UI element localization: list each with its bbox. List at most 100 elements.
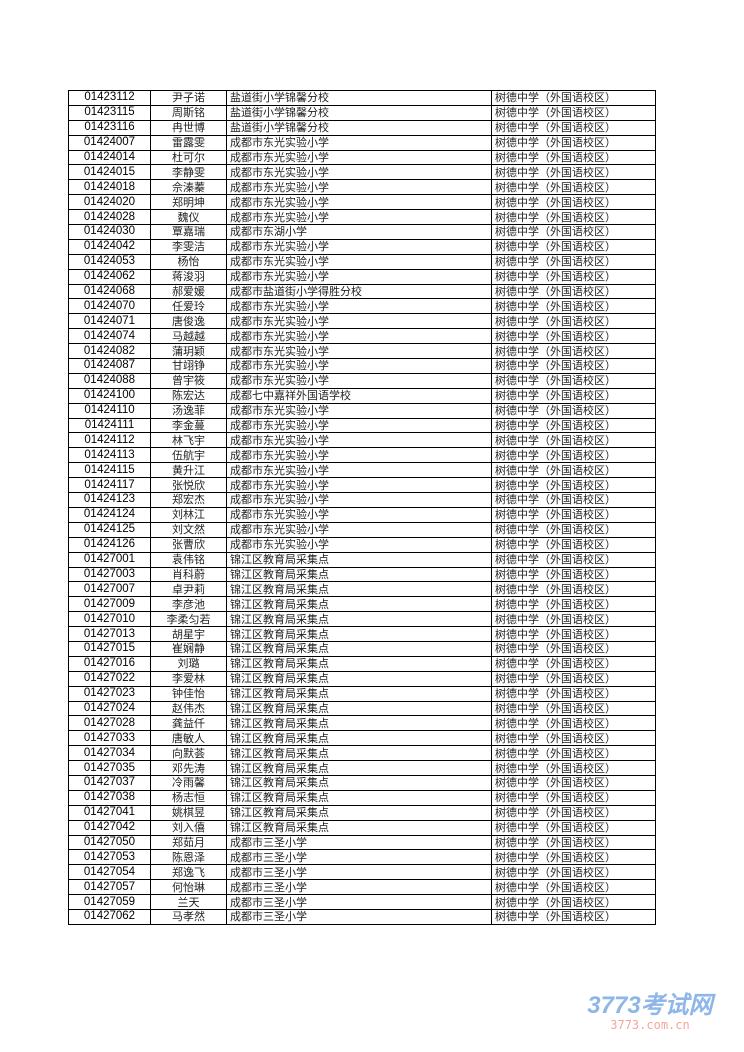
table-row: 01424015 李静雯 成都市东光实验小学 树德中学（外国语校区） bbox=[68, 164, 656, 181]
school-cell: 锦江区教育局采集点 bbox=[226, 611, 492, 628]
school-cell: 锦江区教育局采集点 bbox=[226, 596, 492, 613]
student-name-cell: 唐敏人 bbox=[150, 730, 227, 747]
student-id-cell: 01424007 bbox=[68, 134, 151, 151]
table-row: 01427054 郑逸飞 成都市三圣小学 树德中学（外国语校区） bbox=[68, 864, 656, 881]
school-cell: 成都市东光实验小学 bbox=[226, 313, 492, 330]
school-cell: 成都市东光实验小学 bbox=[226, 268, 492, 285]
school-cell: 成都市东光实验小学 bbox=[226, 536, 492, 553]
table-row: 01427016 刘璐 锦江区教育局采集点 树德中学（外国语校区） bbox=[68, 655, 656, 672]
student-name-cell: 黄升江 bbox=[150, 462, 227, 479]
student-id-cell: 01424070 bbox=[68, 298, 151, 315]
school-cell: 锦江区教育局采集点 bbox=[226, 655, 492, 672]
admitted-school-cell: 树德中学（外国语校区） bbox=[491, 343, 656, 360]
table-row: 01427015 崔娴静 锦江区教育局采集点 树德中学（外国语校区） bbox=[68, 640, 656, 657]
student-name-cell: 钟佳怡 bbox=[150, 685, 227, 702]
student-id-cell: 01424126 bbox=[68, 536, 151, 553]
student-name-cell: 肖科蔚 bbox=[150, 566, 227, 583]
student-id-cell: 01427001 bbox=[68, 551, 151, 568]
admitted-school-cell: 树德中学（外国语校区） bbox=[491, 119, 656, 136]
admitted-school-cell: 树德中学（外国语校区） bbox=[491, 536, 656, 553]
admitted-school-cell: 树德中学（外国语校区） bbox=[491, 432, 656, 449]
admitted-school-cell: 树德中学（外国语校区） bbox=[491, 402, 656, 419]
table-row: 01427028 龚益仟 锦江区教育局采集点 树德中学（外国语校区） bbox=[68, 715, 656, 732]
table-row: 01427009 李彦池 锦江区教育局采集点 树德中学（外国语校区） bbox=[68, 596, 656, 613]
table-row: 01424110 汤逸菲 成都市东光实验小学 树德中学（外国语校区） bbox=[68, 402, 656, 419]
student-name-cell: 魏仪 bbox=[150, 209, 227, 226]
admitted-school-cell: 树德中学（外国语校区） bbox=[491, 477, 656, 494]
admitted-school-cell: 树德中学（外国语校区） bbox=[491, 551, 656, 568]
admitted-school-cell: 树德中学（外国语校区） bbox=[491, 164, 656, 181]
admitted-school-cell: 树德中学（外国语校区） bbox=[491, 328, 656, 345]
school-cell: 锦江区教育局采集点 bbox=[226, 626, 492, 642]
student-name-cell: 陈宏达 bbox=[150, 387, 227, 404]
student-id-cell: 01427009 bbox=[68, 596, 151, 613]
school-cell: 锦江区教育局采集点 bbox=[226, 566, 492, 583]
admitted-school-cell: 树德中学（外国语校区） bbox=[491, 521, 656, 538]
student-id-cell: 01424100 bbox=[68, 387, 151, 404]
student-id-cell: 01424014 bbox=[68, 149, 151, 166]
student-id-cell: 01424028 bbox=[68, 209, 151, 226]
school-cell: 盐道街小学锦馨分校 bbox=[226, 104, 492, 121]
admitted-school-cell: 树德中学（外国语校区） bbox=[491, 194, 656, 211]
table-row: 01424100 陈宏达 成都七中嘉祥外国语学校 树德中学（外国语校区） bbox=[68, 387, 656, 404]
student-name-cell: 刘入僖 bbox=[150, 819, 227, 836]
student-id-cell: 01427016 bbox=[68, 655, 151, 672]
student-id-cell: 01427050 bbox=[68, 834, 151, 851]
school-cell: 成都市东光实验小学 bbox=[226, 492, 492, 508]
school-cell: 成都市三圣小学 bbox=[226, 894, 492, 910]
student-name-cell: 李彦池 bbox=[150, 596, 227, 613]
admitted-school-cell: 树德中学（外国语校区） bbox=[491, 268, 656, 285]
table-row: 01424068 郝爱媛 成都市盐道街小学得胜分校 树德中学（外国语校区） bbox=[68, 283, 656, 300]
table-row: 01424088 曾宇筱 成都市东光实验小学 树德中学（外国语校区） bbox=[68, 372, 656, 389]
school-cell: 成都市三圣小学 bbox=[226, 879, 492, 896]
table-row: 01424071 唐俊逸 成都市东光实验小学 树德中学（外国语校区） bbox=[68, 313, 656, 330]
admitted-school-cell: 树德中学（外国语校区） bbox=[491, 417, 656, 434]
table-row: 01427053 陈恩泽 成都市三圣小学 树德中学（外国语校区） bbox=[68, 849, 656, 866]
admitted-school-cell: 树德中学（外国语校区） bbox=[491, 492, 656, 508]
student-name-cell: 卓尹莉 bbox=[150, 581, 227, 598]
student-id-cell: 01427062 bbox=[68, 908, 151, 925]
school-cell: 成都市东光实验小学 bbox=[226, 209, 492, 226]
table-row: 01424030 覃嘉瑞 成都市东湖小学 树德中学（外国语校区） bbox=[68, 224, 656, 240]
table-row: 01424124 刘林江 成都市东光实验小学 树德中学（外国语校区） bbox=[68, 506, 656, 523]
school-cell: 成都市三圣小学 bbox=[226, 908, 492, 925]
table-row: 01424020 郑明坤 成都市东光实验小学 树德中学（外国语校区） bbox=[68, 194, 656, 211]
admitted-school-cell: 树德中学（外国语校区） bbox=[491, 224, 656, 240]
admitted-school-cell: 树德中学（外国语校区） bbox=[491, 640, 656, 657]
student-id-cell: 01424068 bbox=[68, 283, 151, 300]
student-id-cell: 01427037 bbox=[68, 774, 151, 791]
admitted-school-cell: 树德中学（外国语校区） bbox=[491, 372, 656, 389]
table-row: 01427007 卓尹莉 锦江区教育局采集点 树德中学（外国语校区） bbox=[68, 581, 656, 598]
school-cell: 成都市东光实验小学 bbox=[226, 164, 492, 181]
student-id-cell: 01427013 bbox=[68, 626, 151, 642]
student-name-cell: 崔娴静 bbox=[150, 640, 227, 657]
student-id-cell: 01424082 bbox=[68, 343, 151, 360]
admitted-school-cell: 树德中学（外国语校区） bbox=[491, 387, 656, 404]
table-row: 01424115 黄升江 成都市东光实验小学 树德中学（外国语校区） bbox=[68, 462, 656, 479]
school-cell: 成都市东光实验小学 bbox=[226, 343, 492, 360]
school-cell: 成都市东光实验小学 bbox=[226, 238, 492, 255]
table-row: 01424112 林飞宇 成都市东光实验小学 树德中学（外国语校区） bbox=[68, 432, 656, 449]
student-id-cell: 01424030 bbox=[68, 224, 151, 240]
school-cell: 成都市东光实验小学 bbox=[226, 432, 492, 449]
admitted-school-cell: 树德中学（外国语校区） bbox=[491, 238, 656, 255]
table-row: 01424111 李金蔓 成都市东光实验小学 树德中学（外国语校区） bbox=[68, 417, 656, 434]
school-cell: 锦江区教育局采集点 bbox=[226, 819, 492, 836]
table-row: 01427041 姚棋昱 锦江区教育局采集点 树德中学（外国语校区） bbox=[68, 804, 656, 821]
table-row: 01424070 任爱玲 成都市东光实验小学 树德中学（外国语校区） bbox=[68, 298, 656, 315]
admitted-school-cell: 树德中学（外国语校区） bbox=[491, 90, 656, 106]
school-cell: 成都市东湖小学 bbox=[226, 224, 492, 240]
school-cell: 锦江区教育局采集点 bbox=[226, 700, 492, 717]
table-row: 01427023 钟佳怡 锦江区教育局采集点 树德中学（外国语校区） bbox=[68, 685, 656, 702]
school-cell: 锦江区教育局采集点 bbox=[226, 789, 492, 806]
admitted-school-cell: 树德中学（外国语校区） bbox=[491, 670, 656, 687]
admitted-school-cell: 树德中学（外国语校区） bbox=[491, 611, 656, 628]
student-id-cell: 01424124 bbox=[68, 506, 151, 523]
table-row: 01423112 尹子诺 盐道街小学锦馨分校 树德中学（外国语校区） bbox=[68, 90, 656, 106]
table-row: 01427059 兰天 成都市三圣小学 树德中学（外国语校区） bbox=[68, 894, 656, 910]
student-name-cell: 郑明坤 bbox=[150, 194, 227, 211]
admitted-school-cell: 树德中学（外国语校区） bbox=[491, 581, 656, 598]
student-name-cell: 尹子诺 bbox=[150, 90, 227, 106]
admitted-school-cell: 树德中学（外国语校区） bbox=[491, 313, 656, 330]
admitted-school-cell: 树德中学（外国语校区） bbox=[491, 209, 656, 226]
